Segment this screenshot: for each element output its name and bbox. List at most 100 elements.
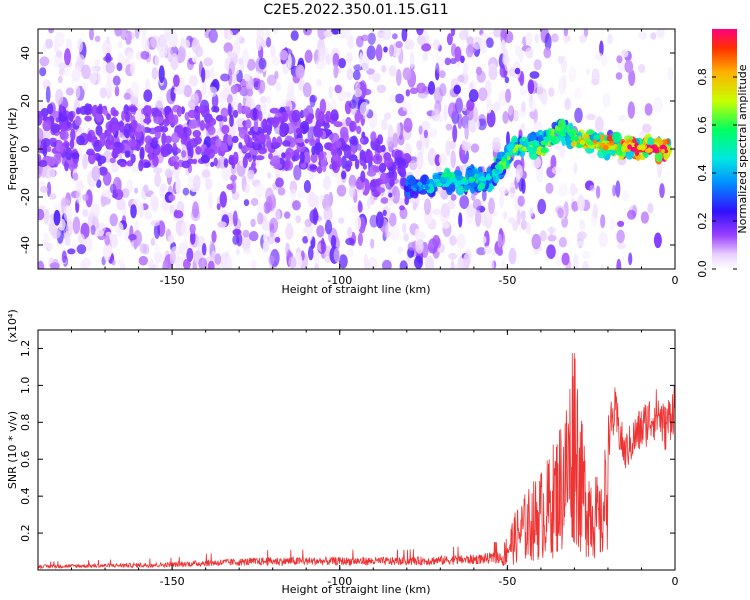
spectrogram-cell: [226, 94, 233, 105]
spectrogram-cell: [618, 115, 627, 122]
spectrogram-cell: [408, 184, 412, 189]
spectrogram-cell: [540, 140, 546, 146]
spectrogram-cell: [106, 113, 112, 121]
spectrogram-cell: [397, 135, 405, 146]
spectrogram-cell: [384, 113, 390, 120]
spectrogram-cell: [507, 105, 514, 116]
spectrogram-cell: [99, 137, 106, 148]
spectrogram-cell: [533, 59, 542, 71]
spectrogram-cell: [481, 188, 487, 202]
spectrogram-cell: [543, 47, 552, 59]
spectrogram-cell: [348, 174, 357, 188]
spectrogram-cell: [478, 182, 486, 190]
spectrogram-cell: [134, 29, 140, 39]
spectrogram-cell: [396, 122, 401, 137]
spectrogram-cell: [271, 116, 279, 128]
spectrogram-cell: [68, 111, 74, 122]
spectrogram-cell: [330, 113, 339, 121]
spectrogram-cell: [626, 209, 637, 220]
spectrogram-cell: [94, 229, 105, 237]
spectrogram-cell: [178, 242, 185, 255]
spectrogram-cell: [247, 169, 255, 180]
spectrogram-cell: [345, 237, 355, 246]
spectrogram-cell: [171, 155, 180, 162]
spectrogram-cell: [45, 86, 51, 103]
spectrogram-cell: [172, 114, 179, 125]
spectrogram-cell: [351, 139, 358, 146]
spectrogram-cell: [505, 88, 512, 103]
spectrogram-cell: [242, 49, 249, 66]
spectrogram-cell: [231, 135, 239, 144]
spectrogram-cell: [242, 229, 250, 238]
spectrogram-cell: [622, 190, 630, 202]
spectrogram-cell: [229, 174, 237, 181]
spectrogram-cell: [350, 205, 359, 214]
spectrogram-cell: [330, 29, 341, 35]
spectrogram-cell: [110, 162, 119, 173]
spectrogram-cell: [379, 172, 389, 185]
spectrogram-cell: [91, 165, 101, 182]
spectrogram-cell: [259, 95, 268, 104]
spectrogram-cell: [266, 37, 272, 48]
spectrogram-cell: [154, 55, 160, 66]
spectrogram-cell: [427, 81, 436, 95]
spectrogram-cell: [403, 233, 409, 242]
spectrogram-cell: [587, 141, 594, 146]
spectrogram-cell: [106, 134, 115, 146]
spectrogram-cell: [525, 146, 533, 151]
spectrogram-cell: [190, 93, 199, 104]
spectrogram-cell: [104, 235, 111, 246]
spectrogram-cell: [359, 101, 370, 116]
spectrogram-cell: [331, 161, 338, 171]
spectrogram-xlabel: Height of straight line (km): [281, 283, 430, 296]
spectrogram-cell: [266, 195, 273, 213]
spectrogram-cell: [498, 90, 508, 107]
spectrogram-cell: [589, 144, 595, 149]
y-tick-label: -20: [19, 188, 32, 206]
spectrogram-cell: [131, 119, 138, 129]
spectrogram-cell: [508, 217, 516, 224]
spectrogram-cell: [517, 144, 523, 148]
spectrogram-cell: [308, 170, 315, 181]
spectrogram-cell: [659, 183, 665, 199]
spectrogram-cell: [147, 146, 153, 154]
spectrogram-cell: [550, 135, 561, 145]
spectrogram-cell: [617, 220, 625, 227]
spectrogram-cell: [59, 144, 64, 153]
spectrogram-cell: [388, 212, 397, 227]
spectrogram-cell: [494, 168, 500, 175]
x-tick-label: -100: [327, 274, 352, 287]
spectrogram-cell: [609, 145, 616, 150]
spectrogram-cell: [257, 212, 264, 225]
spectrogram-cell: [236, 232, 243, 247]
spectrogram-cell: [378, 162, 387, 173]
spectrogram-cell: [341, 170, 347, 180]
spectrogram-cell: [65, 147, 73, 161]
spectrogram-cell: [74, 116, 82, 126]
spectrogram-cell: [351, 144, 356, 155]
spectrogram-cell: [101, 189, 109, 197]
spectrogram-cell: [409, 87, 419, 95]
spectrogram-cell: [506, 155, 511, 161]
spectrogram-cell: [573, 162, 578, 174]
spectrogram-cell: [415, 238, 424, 254]
spectrogram-cell: [89, 29, 94, 41]
spectrogram-cell: [59, 123, 68, 132]
spectrogram-cell: [302, 108, 310, 118]
spectrogram-cell: [593, 134, 601, 140]
spectrogram-cell: [333, 64, 339, 79]
spectrogram-cell: [151, 196, 159, 213]
spectrogram-cell: [82, 193, 89, 202]
spectrogram-cell: [124, 150, 131, 158]
spectrogram-cell: [105, 52, 112, 64]
spectrogram-cell: [204, 69, 211, 80]
spectrogram-cell: [432, 234, 441, 248]
spectrogram-cell: [498, 186, 509, 195]
spectrogram-cell: [517, 195, 525, 207]
spectrogram-cell: [455, 97, 463, 114]
spectrogram-cell: [480, 40, 488, 54]
spectrogram-cell: [112, 75, 121, 86]
spectrogram-cell: [49, 193, 57, 200]
spectrogram-cell: [544, 33, 552, 51]
spectrogram-cell: [506, 143, 514, 152]
